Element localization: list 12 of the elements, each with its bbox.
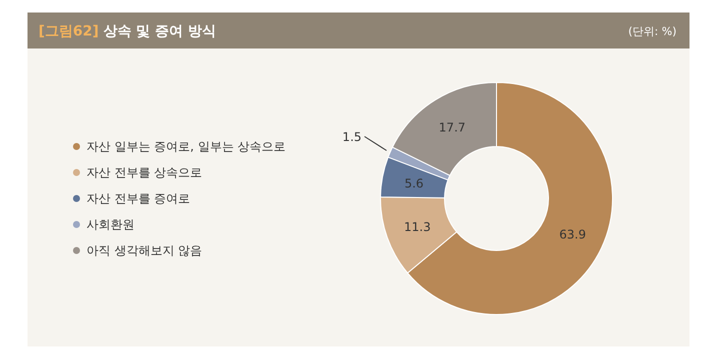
chart-title: [그림62] 상속 및 증여 방식 xyxy=(38,24,216,40)
legend-label: 자산 전부를 증여로 xyxy=(86,192,190,206)
legend-label: 자산 일부는 증여로, 일부는 상속으로 xyxy=(86,140,286,154)
data-label: 1.5 xyxy=(342,130,362,144)
data-label: 11.3 xyxy=(404,220,431,234)
text: (단위: %) xyxy=(628,25,677,38)
legend-label: 자산 전부를 상속으로 xyxy=(86,166,202,180)
data-label: 5.6 xyxy=(404,176,424,190)
data-label: 17.7 xyxy=(438,120,466,135)
legend-label: 사회환원 xyxy=(86,218,134,232)
legend-label: 아직 생각해보지 않음 xyxy=(86,244,202,258)
data-label: 63.9 xyxy=(559,228,586,242)
